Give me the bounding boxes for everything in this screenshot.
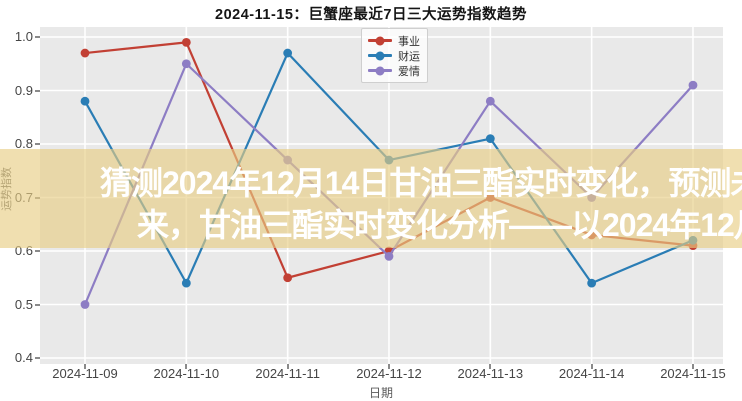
y-tick-mark [35, 143, 40, 145]
y-tick-label: 0.8 [14, 136, 33, 151]
data-point [485, 134, 495, 144]
legend-label: 爱情 [398, 65, 420, 78]
x-tick-mark [185, 364, 188, 369]
legend-label: 事业 [398, 35, 420, 48]
legend-item: 财运 [368, 48, 420, 63]
y-tick-label: 1.0 [14, 29, 33, 44]
legend-swatch [368, 66, 392, 75]
data-point [181, 37, 191, 47]
x-tick-mark [387, 364, 390, 369]
overlay-banner: 猜测2024年12月14日甘油三酯实时变化，预测未 来，甘油三酯实时变化分析——… [0, 149, 742, 248]
legend-marker-dot [375, 36, 385, 45]
y-tick-label: 0.4 [14, 350, 33, 365]
y-tick-mark [35, 36, 40, 38]
chart-title: 2024-11-15：巨蟹座最近7日三大运势指数趋势 [215, 7, 527, 23]
overlay-title-line2: 来，甘油三酯实时变化分析——以2024年12月1 [137, 207, 742, 243]
data-point [688, 80, 698, 90]
y-tick-label: 0.9 [14, 82, 33, 98]
data-point [485, 96, 495, 106]
x-tick-mark [691, 364, 694, 369]
y-tick-mark [35, 303, 40, 306]
y-tick-label: 0.5 [14, 296, 33, 312]
overlay-title-line1: 猜测2024年12月14日甘油三酯实时变化，预测未 [100, 165, 742, 201]
y-tick-mark [35, 89, 40, 92]
x-tick-mark [489, 364, 492, 369]
legend-marker-dot [375, 51, 385, 60]
data-point [384, 251, 394, 261]
data-point [181, 59, 191, 69]
x-tick-mark [590, 364, 593, 369]
data-point [283, 48, 293, 58]
x-tick-label: 2024-11-09 [52, 366, 118, 381]
legend-item: 事业 [368, 33, 420, 48]
x-tick-label: 2024-11-10 [153, 366, 220, 381]
y-tick-mark [35, 357, 40, 359]
data-point [181, 278, 191, 288]
x-tick-label: 2024-11-11 [255, 366, 320, 381]
legend-swatch [368, 51, 392, 60]
x-axis-label: 日期 [368, 386, 393, 400]
data-point [80, 48, 90, 58]
legend-item: 爱情 [368, 63, 420, 78]
legend-label: 财运 [398, 50, 420, 63]
x-tick-label: 2024-11-12 [356, 366, 422, 381]
legend: 事业 财运 爱情 [361, 28, 428, 83]
x-tick-mark [84, 364, 86, 369]
x-tick-mark [286, 364, 289, 369]
data-point [587, 278, 597, 288]
y-tick-mark [35, 250, 40, 252]
x-tick-label: 2024-11-14 [558, 366, 625, 381]
data-point [283, 273, 293, 283]
x-tick-label: 2024-11-13 [457, 366, 524, 381]
legend-swatch [368, 36, 392, 45]
data-point [80, 96, 90, 106]
data-point [80, 300, 90, 309]
legend-marker-dot [375, 66, 385, 75]
x-tick-label: 2024-11-15 [660, 366, 726, 381]
